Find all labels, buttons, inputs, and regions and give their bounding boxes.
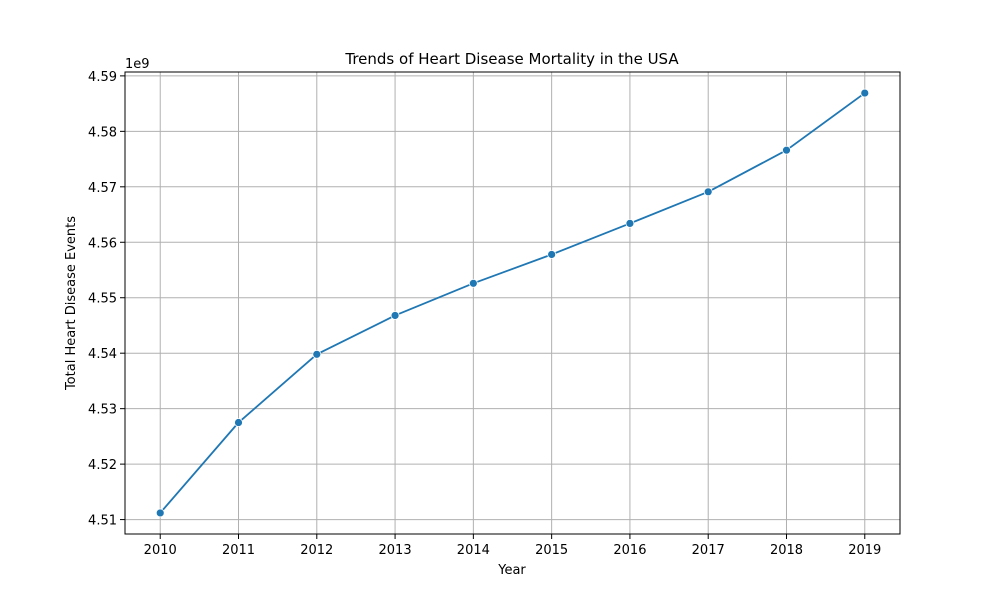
y-tick-label: 4.58 [88,125,117,140]
data-point [782,145,791,155]
data-point [155,508,165,518]
y-axis-offset-label: 1e9 [125,57,150,72]
y-tick-label: 4.55 [88,292,117,307]
plot-frame [124,71,901,535]
y-tick-label: 4.52 [88,458,117,473]
data-point [234,418,243,427]
x-tick-label: 2014 [457,543,490,558]
data-point [625,219,635,228]
y-axis-label: Total Heart Disease Events [64,216,79,391]
y-tick-label: 4.51 [88,514,117,529]
chart-title: Trends of Heart Disease Mortality in the… [344,50,679,68]
x-tick-label: 2012 [300,543,333,558]
y-tick-label: 4.57 [88,181,117,196]
x-tick-label: 2016 [613,543,646,558]
x-tick-label: 2013 [379,543,412,558]
series-layer [155,88,870,518]
y-tick-label: 4.54 [88,347,117,362]
axes: 2010 2011 2012 2013 2014 2015 2016 2017 2018 2019… [88,70,881,558]
data-point [312,349,322,359]
data-point [703,187,713,197]
x-tick-label: 2015 [535,543,568,558]
y-tick-label: 4.56 [88,236,117,251]
x-tick-label: 2010 [144,543,177,558]
x-tick-label: 2017 [692,543,725,558]
data-point [390,311,400,320]
x-tick-label: 2019 [848,543,881,558]
series-line [159,92,866,514]
x-tick-label: 2011 [222,543,255,558]
y-tick-label: 4.53 [88,403,117,418]
data-point [547,250,557,259]
y-tick-label: 4.59 [88,70,117,85]
data-point [468,278,478,288]
x-tick-label: 2018 [770,543,803,558]
x-axis-label: Year [497,563,526,578]
grid [125,72,900,534]
data-point [860,88,870,98]
